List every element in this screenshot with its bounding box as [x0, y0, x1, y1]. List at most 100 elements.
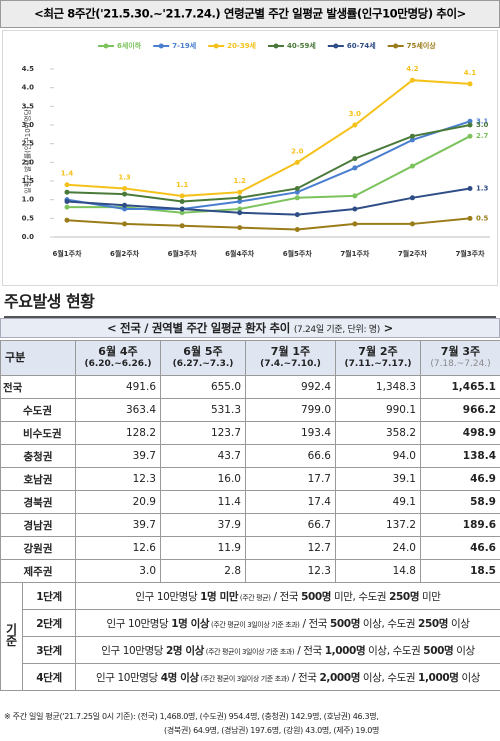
cell-value: 123.7 — [160, 421, 246, 445]
legend-label: 40-59세 — [287, 41, 316, 50]
cell-value: 3.0 — [75, 559, 161, 583]
criteria-part: / 전국 — [294, 644, 325, 657]
header-week: 6월 4주 — [98, 345, 138, 358]
data-point — [352, 221, 358, 227]
criteria-part: 500명 — [423, 644, 454, 657]
data-point — [237, 206, 243, 212]
data-point — [409, 195, 415, 201]
row-label: 경북권 — [0, 490, 76, 514]
cell-value: 46.6 — [420, 536, 500, 560]
row-label: 수도권 — [0, 398, 76, 422]
cell-value: 43.7 — [160, 444, 246, 468]
data-label: 1.1 — [176, 181, 189, 189]
y-tick-label: 0.5 — [22, 214, 35, 222]
criteria-part: 이상 — [458, 671, 480, 684]
cell-value: 46.9 — [420, 467, 500, 491]
criteria-part: 인구 10만명당 — [101, 644, 166, 657]
header-dates: (7.4.~7.10.) — [260, 359, 321, 369]
criteria-part: 2명 이상 — [165, 644, 204, 657]
legend-marker — [158, 43, 164, 49]
cell-value: 12.3 — [245, 559, 336, 583]
cell-value: 37.9 — [160, 513, 246, 537]
cell-value: 193.4 — [245, 421, 336, 445]
data-point — [122, 191, 128, 197]
x-tick-label: 7월2주차 — [398, 249, 428, 258]
data-point — [237, 189, 243, 195]
cell-value: 2.8 — [160, 559, 246, 583]
cell-value: 363.4 — [75, 398, 161, 422]
table-caption: < 전국 / 권역별 주간 일평균 환자 추이 (7.24일 기준, 단위: 명… — [0, 318, 500, 338]
data-label: 3.0 — [349, 110, 362, 118]
legend-marker — [393, 43, 399, 49]
header-cell: 7월 3주 (7.18.~7.24.) — [420, 340, 500, 376]
data-label: 1.2 — [234, 177, 247, 185]
data-row: 비수도권 128.2 123.7 193.4 358.2 498.9 — [0, 421, 500, 445]
data-point — [467, 185, 473, 191]
data-point — [409, 221, 415, 227]
cell-value: 58.9 — [420, 490, 500, 514]
chart-frame — [2, 30, 498, 286]
criteria-part: 1명 미만 — [200, 590, 239, 603]
legend-item: 75세이상 — [387, 41, 436, 50]
header-cell: 구분 — [0, 340, 76, 376]
criteria-part: 인구 10만명당 — [135, 590, 201, 603]
data-label: 4.2 — [406, 65, 419, 73]
data-point — [122, 202, 128, 208]
data-point — [294, 212, 300, 218]
criteria-part: 250명 — [389, 590, 420, 603]
data-point — [467, 133, 473, 139]
data-point — [352, 165, 358, 171]
criteria-part: 1,000명 — [418, 671, 459, 684]
data-point — [352, 193, 358, 199]
data-point — [294, 189, 300, 195]
cell-value: 94.0 — [335, 444, 421, 468]
data-point — [352, 156, 358, 162]
legend-item: 60-74세 — [327, 41, 376, 50]
cell-value: 12.7 — [245, 536, 336, 560]
data-point — [122, 185, 128, 191]
criteria-text: 인구 10만명당 1명 미만 (주간 평균) / 전국 500명 미만, 수도권… — [75, 582, 500, 610]
title-bar — [0, 0, 500, 28]
data-point — [179, 210, 185, 216]
data-point — [467, 81, 473, 87]
criteria-part: 이상 — [448, 617, 470, 630]
data-point — [352, 122, 358, 128]
criteria-row: 4단계 인구 10만명당 4명 이상 (주간 평균이 3일이상 기준 초과) / … — [1, 663, 500, 691]
row-label: 비수도권 — [0, 421, 76, 445]
data-point — [409, 137, 415, 143]
caption-text: < 전국 / 권역별 주간 일평균 환자 추이 — [107, 321, 291, 335]
criteria-text: 인구 10만명당 4명 이상 (주간 평균이 3일이상 기준 초과) / 전국 … — [75, 663, 500, 691]
series-line — [66, 124, 471, 203]
criteria-part: 2,000명 — [319, 671, 361, 684]
cell-value: 138.4 — [420, 444, 500, 468]
data-row: 제주권 3.0 2.8 12.3 14.8 18.5 — [0, 559, 500, 583]
legend-marker — [213, 43, 219, 49]
footnote-line: (경북권) 64.9명, (경남권) 197.6명, (강원) 43.0명, (… — [164, 726, 380, 735]
data-point — [294, 185, 300, 191]
cell-value: 39.7 — [75, 444, 161, 468]
cell-value: 128.2 — [75, 421, 161, 445]
header-cell: 7월 2주 (7.11.~7.17.) — [335, 340, 421, 376]
header-row: 구분 6월 4주 (6.20.~6.26.) 6월 5주 (6.27.~7.3.) 7월 … — [0, 340, 500, 376]
section-title: 주요발생 현황 — [4, 288, 496, 318]
legend-item: 6세이하 — [98, 41, 142, 50]
header-week: 7월 2주 — [358, 345, 398, 358]
data-point — [237, 225, 243, 231]
data-point — [409, 77, 415, 83]
cell-value: 358.2 — [335, 421, 421, 445]
cell-value: 39.7 — [75, 513, 161, 537]
series-line — [66, 187, 471, 216]
header-week: 7월 3주 — [440, 345, 481, 358]
data-label: 1.3 — [118, 173, 131, 181]
data-point — [467, 215, 473, 221]
cell-value: 655.0 — [160, 375, 246, 399]
cell-value: 14.8 — [335, 559, 421, 583]
cell-value: 11.9 — [160, 536, 246, 560]
criteria-part: 500명 — [330, 617, 360, 630]
criteria-part: 4명 이상 — [160, 671, 199, 684]
header-dates: (6.27.~7.3.) — [172, 359, 234, 369]
data-label: 1.3 — [476, 184, 489, 192]
header-dates: (6.20.~6.26.) — [84, 359, 152, 369]
data-table: 구분 6월 4주 (6.20.~6.26.) 6월 5주 (6.27.~7.3.) 7월 … — [0, 340, 500, 691]
criteria-part: 1명 이상 — [171, 617, 210, 630]
